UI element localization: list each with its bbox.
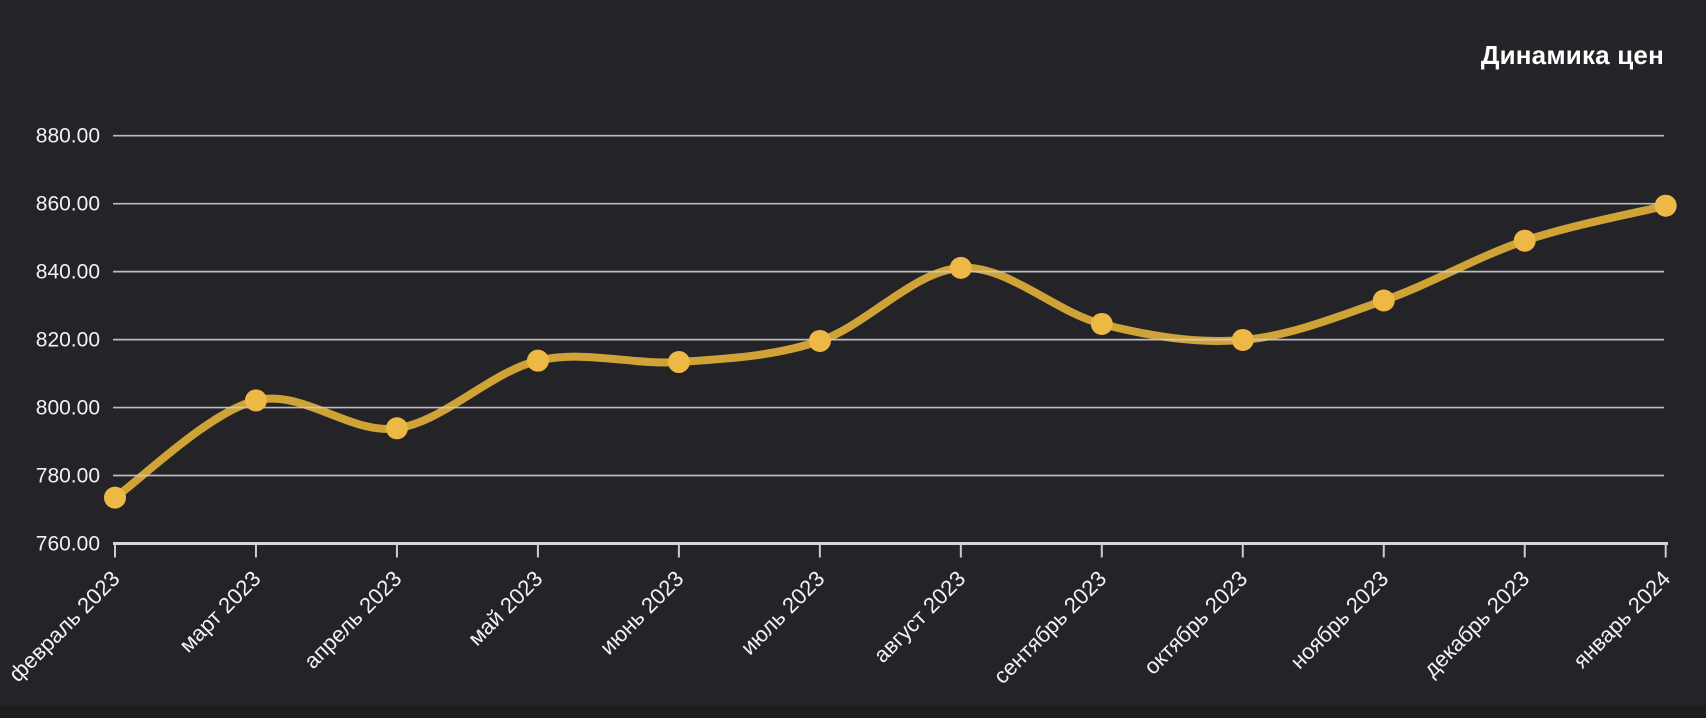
x-axis-label-1: март 2023 [174, 566, 265, 657]
y-axis-label-780.00: 780.00 [36, 465, 100, 488]
y-axis-label-840.00: 840.00 [36, 261, 100, 284]
data-point-4[interactable] [667, 351, 690, 374]
x-axis-label-11: январь 2024 [1568, 566, 1675, 673]
y-axis-label-820.00: 820.00 [36, 329, 100, 352]
data-point-1[interactable] [244, 389, 267, 412]
x-axis-label-7: сентябрь 2023 [988, 566, 1111, 689]
y-axis-label-860.00: 860.00 [36, 193, 100, 216]
data-point-2[interactable] [385, 417, 408, 440]
x-axis-label-9: ноябрь 2023 [1285, 566, 1393, 674]
y-axis-label-760.00: 760.00 [36, 533, 100, 556]
data-point-11[interactable] [1654, 194, 1677, 217]
x-axis-label-4: июнь 2023 [595, 566, 689, 660]
data-point-9[interactable] [1372, 289, 1395, 312]
x-axis-label-2: апрель 2023 [299, 566, 407, 674]
x-axis-label-6: август 2023 [869, 566, 971, 668]
x-axis-label-3: май 2023 [463, 566, 548, 651]
chart-title: Динамика цен [1480, 40, 1664, 70]
x-axis-label-5: июль 2023 [736, 566, 830, 660]
x-axis-label-0: февраль 2023 [4, 566, 125, 687]
data-point-6[interactable] [949, 256, 972, 279]
data-point-3[interactable] [526, 349, 549, 372]
x-axis-label-8: октябрь 2023 [1139, 566, 1252, 679]
y-axis-label-800.00: 800.00 [36, 397, 100, 420]
bottom-edge-strip [0, 705, 1706, 718]
data-point-8[interactable] [1231, 328, 1254, 351]
y-axis-label-880.00: 880.00 [36, 125, 100, 148]
data-point-7[interactable] [1090, 312, 1113, 335]
x-axis-label-10: декабрь 2023 [1418, 566, 1534, 682]
data-point-0[interactable] [104, 486, 126, 509]
data-point-10[interactable] [1513, 229, 1536, 252]
price-line [111, 201, 1670, 502]
data-point-5[interactable] [808, 329, 831, 352]
